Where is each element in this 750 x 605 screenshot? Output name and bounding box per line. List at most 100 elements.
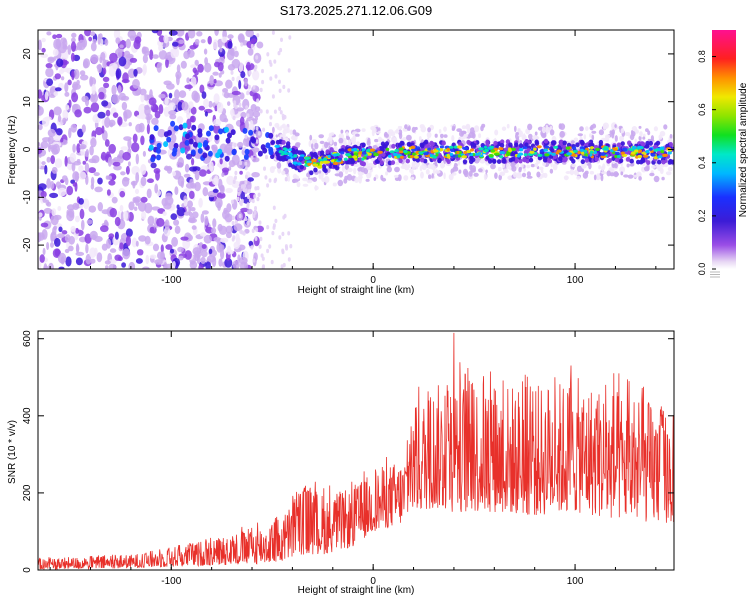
ridge-halo	[440, 161, 445, 169]
ridge-band	[406, 141, 411, 147]
ridge-hotspot	[465, 150, 472, 154]
ridge-hotspot	[398, 147, 404, 151]
noise-blob	[173, 219, 180, 226]
noise-blob	[55, 181, 62, 188]
ridge-halo	[385, 171, 389, 176]
noise-blob	[238, 200, 242, 205]
ridge-halo	[318, 173, 324, 180]
noise-blob	[38, 260, 42, 269]
noise-blob	[49, 181, 55, 190]
ridge-halo	[576, 165, 583, 172]
noise-blob	[178, 90, 187, 98]
noise-blob	[221, 172, 225, 177]
noise-blob	[157, 251, 165, 260]
ridge-hotspot	[523, 153, 528, 157]
ridge-halo	[443, 172, 446, 180]
ridge-halo	[526, 164, 531, 169]
ridge-halo	[438, 129, 442, 134]
noise-blob	[231, 215, 235, 220]
ridge-hotspot	[600, 152, 606, 156]
ridge-halo	[470, 168, 477, 173]
noise-blob	[38, 39, 42, 51]
noise-blob	[183, 173, 191, 178]
noise-blob	[80, 149, 86, 156]
noise-blob	[234, 175, 237, 180]
ridge-hotspot	[208, 125, 214, 132]
noise-blob	[98, 91, 105, 100]
ridge-hotspot	[178, 124, 184, 131]
noise-blob	[82, 160, 87, 165]
noise-blob	[132, 133, 138, 143]
ridge-hotspot	[166, 136, 172, 143]
ridge-band	[493, 140, 498, 146]
ridge-halo	[526, 175, 533, 179]
noise-blob	[40, 222, 49, 228]
noise-blob	[174, 89, 180, 100]
ridge-hotspot	[217, 148, 223, 155]
noise-blob	[71, 161, 76, 172]
noise-blob	[227, 101, 231, 106]
noise-blob	[253, 194, 257, 199]
noise-blob	[244, 180, 248, 185]
noise-blob	[164, 196, 174, 206]
noise-blob	[64, 104, 70, 111]
ridge-halo	[394, 166, 400, 173]
ridge-halo	[353, 167, 357, 175]
noise-blob	[264, 175, 268, 180]
ridge-halo	[329, 138, 333, 145]
noise-blob	[170, 213, 178, 221]
ridge-band	[415, 157, 421, 163]
ridge-hotspot	[307, 162, 311, 166]
noise-blob	[84, 162, 90, 173]
ridge-hotspot	[218, 128, 224, 135]
ridge-hotspot	[288, 148, 292, 152]
ridge-halo	[426, 131, 432, 138]
noise-blob	[122, 177, 130, 182]
colorbar-tick-label: 0.4	[697, 157, 707, 170]
noise-blob	[144, 202, 153, 214]
ridge-halo	[605, 134, 610, 139]
noise-blob	[135, 258, 143, 264]
noise-blob	[149, 49, 154, 60]
noise-blob	[50, 155, 55, 165]
ridge-halo	[404, 124, 408, 130]
ridge-band	[437, 158, 442, 164]
noise-blob	[265, 109, 269, 114]
ridge-hotspot	[499, 151, 506, 155]
noise-blob	[71, 37, 76, 43]
noise-blob	[281, 231, 285, 237]
noise-blob	[80, 74, 89, 81]
ridge-halo	[275, 134, 278, 138]
ridge-halo	[471, 132, 476, 139]
ridge-band	[508, 142, 513, 148]
ridge-halo	[345, 131, 349, 136]
noise-blob	[186, 77, 190, 84]
ridge-halo	[394, 129, 400, 134]
ridge-hotspot	[637, 154, 643, 159]
ridge-hotspot	[389, 150, 395, 154]
noise-blob	[118, 56, 127, 67]
y-tick-label: 20	[22, 48, 33, 60]
ridge-band	[524, 142, 529, 148]
noise-blob	[246, 221, 250, 226]
ridge-hotspot	[415, 146, 421, 150]
noise-blob	[101, 125, 105, 134]
ridge-halo	[638, 176, 642, 181]
ridge-hotspot	[170, 120, 176, 127]
ridge-band	[552, 140, 557, 146]
noise-blob	[64, 82, 69, 93]
noise-blob	[164, 55, 173, 60]
noise-blob	[145, 254, 150, 265]
ridge-band	[350, 159, 355, 165]
noise-blob	[48, 262, 54, 269]
noise-blob	[115, 37, 121, 44]
noise-blob	[71, 70, 75, 81]
ridge-hotspot	[407, 151, 411, 155]
noise-blob	[158, 93, 166, 99]
noise-blob	[60, 76, 65, 81]
ridge-hotspot	[197, 128, 203, 135]
noise-blob	[268, 59, 272, 65]
noise-blob	[239, 92, 245, 100]
noise-blob	[237, 141, 244, 148]
ridge-halo	[346, 174, 353, 181]
